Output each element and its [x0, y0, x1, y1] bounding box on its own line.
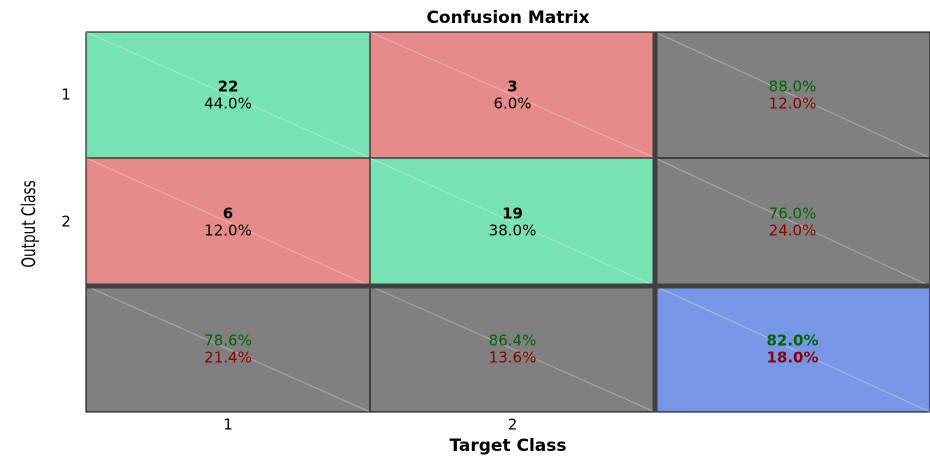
matrix-cell [369, 157, 656, 287]
cell-diagonal [85, 31, 371, 159]
col-summary-cell [85, 285, 371, 413]
overall-cell [654, 285, 930, 413]
y-axis-label: Output Class [18, 180, 40, 267]
col-error: 21.4% [204, 349, 252, 367]
cell-diagonal [654, 157, 930, 287]
matrix-cell [85, 31, 371, 159]
cell-percent: 38.0% [489, 222, 537, 240]
y-tick-label: 1 [61, 86, 71, 104]
cell-count: 6 [223, 205, 233, 223]
cell-diagonal [654, 285, 930, 413]
cell-percent: 44.0% [204, 95, 252, 113]
cell-diagonal [369, 31, 656, 159]
cell-count: 19 [502, 205, 523, 223]
chart-title: Confusion Matrix [426, 8, 589, 28]
matrix-cell [85, 157, 371, 287]
overall-error: 18.0% [766, 349, 818, 367]
cell-diagonal [369, 285, 656, 413]
row-error: 24.0% [769, 222, 817, 240]
overall-correct: 82.0% [766, 332, 818, 350]
cell-diagonal [85, 157, 371, 287]
cell-percent: 12.0% [204, 222, 252, 240]
col-error: 13.6% [489, 349, 537, 367]
cell-diagonal [654, 31, 930, 159]
x-tick-label: 1 [223, 416, 233, 434]
cell-count: 22 [218, 78, 239, 96]
matrix-cell [369, 31, 656, 159]
row-correct: 88.0% [769, 78, 817, 96]
col-correct: 78.6% [204, 332, 252, 350]
row-error: 12.0% [769, 95, 817, 113]
col-correct: 86.4% [489, 332, 537, 350]
cell-diagonal [369, 157, 656, 287]
cell-percent: 6.0% [493, 95, 531, 113]
col-summary-cell [369, 285, 656, 413]
row-correct: 76.0% [769, 205, 817, 223]
x-axis-label: Target Class [449, 436, 566, 456]
y-tick-label: 2 [61, 213, 71, 231]
cell-count: 3 [507, 78, 517, 96]
x-tick-label: 2 [508, 416, 518, 434]
cell-diagonal [85, 285, 371, 413]
